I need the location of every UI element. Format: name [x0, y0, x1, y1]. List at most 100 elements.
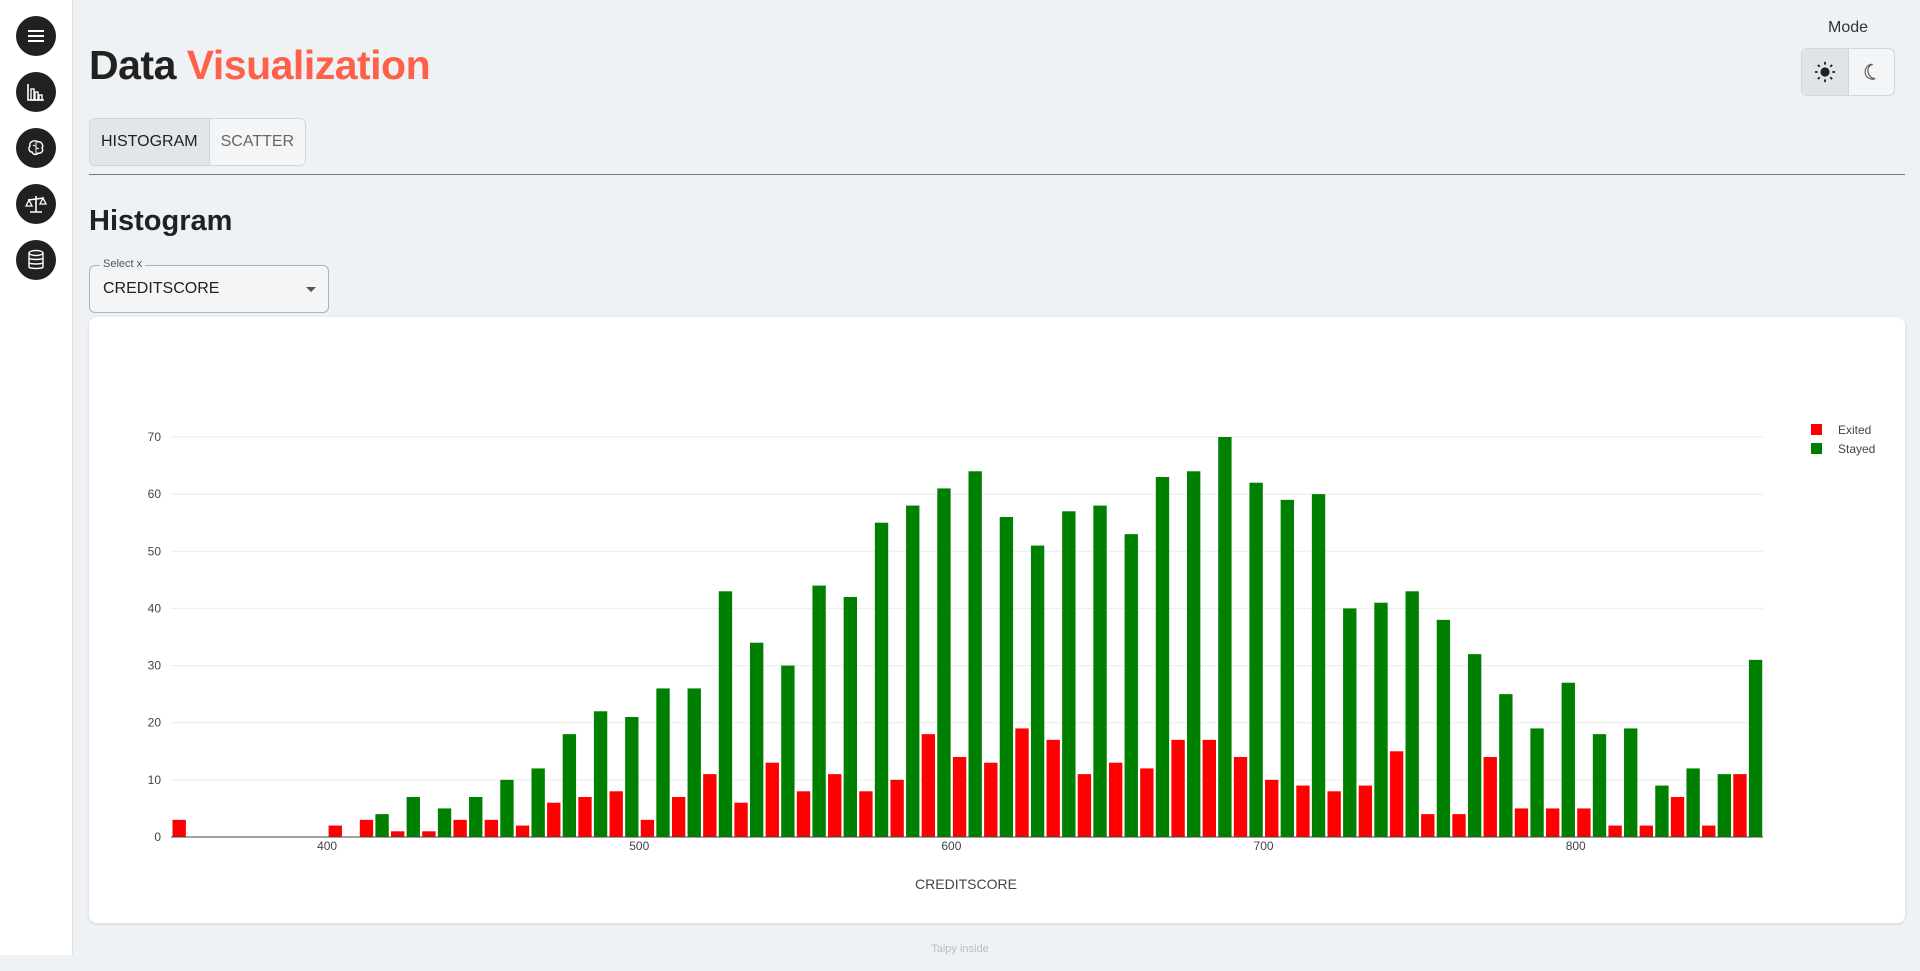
bar-stayed[interactable]: [906, 505, 920, 837]
bar-exited[interactable]: [609, 791, 623, 837]
sidebar-item-comparison[interactable]: [16, 184, 56, 224]
light-mode-button[interactable]: [1802, 49, 1849, 95]
sidebar-item-model[interactable]: [16, 128, 56, 168]
bar-stayed[interactable]: [1374, 602, 1388, 837]
bar-exited[interactable]: [328, 825, 342, 837]
bar-exited[interactable]: [391, 831, 405, 837]
menu-button[interactable]: [16, 16, 56, 56]
bar-exited[interactable]: [734, 802, 748, 837]
bar-stayed[interactable]: [937, 488, 951, 837]
bar-exited[interactable]: [422, 831, 436, 837]
bar-exited[interactable]: [1296, 785, 1310, 837]
bar-exited[interactable]: [1639, 825, 1653, 837]
bar-stayed[interactable]: [1093, 505, 1107, 837]
bar-exited[interactable]: [921, 734, 936, 837]
bar-exited[interactable]: [1171, 739, 1185, 837]
bar-exited[interactable]: [952, 757, 967, 837]
bar-stayed[interactable]: [437, 808, 452, 837]
bar-exited[interactable]: [1389, 751, 1404, 837]
bar-stayed[interactable]: [1030, 545, 1045, 837]
bar-stayed[interactable]: [593, 711, 608, 837]
bar-exited[interactable]: [1452, 814, 1466, 837]
bar-exited[interactable]: [484, 819, 499, 837]
bar-stayed[interactable]: [656, 688, 670, 837]
bar-stayed[interactable]: [1686, 768, 1700, 837]
bar-stayed[interactable]: [999, 517, 1014, 837]
bar-stayed[interactable]: [1405, 591, 1419, 837]
bar-exited[interactable]: [640, 819, 655, 837]
bar-stayed[interactable]: [781, 665, 795, 837]
bar-exited[interactable]: [671, 797, 686, 837]
bar-exited[interactable]: [515, 825, 530, 837]
bar-exited[interactable]: [1108, 762, 1123, 837]
bar-exited[interactable]: [547, 802, 561, 837]
bar-exited[interactable]: [1670, 797, 1685, 837]
bar-exited[interactable]: [796, 791, 811, 837]
histogram-chart[interactable]: 0 10 20 30 40 50 60 70 400 500 600 700 800 CREDITSCO…: [89, 317, 1905, 923]
bar-exited[interactable]: [359, 819, 374, 837]
bar-exited[interactable]: [765, 762, 779, 837]
dark-mode-button[interactable]: [1849, 49, 1895, 95]
bar-exited[interactable]: [1140, 768, 1154, 837]
bar-stayed[interactable]: [531, 768, 545, 837]
bar-stayed[interactable]: [968, 471, 982, 837]
bar-stayed[interactable]: [1467, 654, 1482, 837]
bar-stayed[interactable]: [469, 797, 483, 837]
bar-stayed[interactable]: [1717, 774, 1732, 837]
tab-histogram[interactable]: HISTOGRAM: [90, 119, 210, 165]
bar-exited[interactable]: [172, 819, 186, 837]
bar-stayed[interactable]: [1280, 499, 1295, 837]
bar-exited[interactable]: [1545, 808, 1560, 837]
bar-stayed[interactable]: [1499, 694, 1513, 837]
bar-exited[interactable]: [1608, 825, 1622, 837]
bar-stayed[interactable]: [1561, 682, 1575, 837]
bar-stayed[interactable]: [1343, 608, 1357, 837]
bar-stayed[interactable]: [1592, 734, 1607, 837]
bar-stayed[interactable]: [562, 734, 577, 837]
bar-exited[interactable]: [1421, 814, 1435, 837]
bar-exited[interactable]: [703, 774, 717, 837]
bar-stayed[interactable]: [687, 688, 701, 837]
bar-exited[interactable]: [1733, 774, 1747, 837]
sidebar-item-data-visualization[interactable]: [16, 72, 56, 112]
bar-stayed[interactable]: [500, 779, 514, 837]
bar-exited[interactable]: [828, 774, 842, 837]
bar-exited[interactable]: [1702, 825, 1716, 837]
bar-stayed[interactable]: [625, 717, 639, 837]
bar-exited[interactable]: [1077, 774, 1092, 837]
bar-exited[interactable]: [1265, 779, 1279, 837]
bar-stayed[interactable]: [1624, 728, 1638, 837]
bar-stayed[interactable]: [718, 591, 733, 837]
bar-exited[interactable]: [1358, 785, 1373, 837]
bar-exited[interactable]: [1202, 739, 1216, 837]
bar-exited[interactable]: [984, 762, 998, 837]
bar-exited[interactable]: [1514, 808, 1529, 837]
bar-stayed[interactable]: [1249, 482, 1263, 837]
bar-stayed[interactable]: [749, 642, 764, 837]
bar-stayed[interactable]: [874, 522, 889, 837]
bar-stayed[interactable]: [1530, 728, 1544, 837]
bar-stayed[interactable]: [1062, 511, 1076, 837]
bar-stayed[interactable]: [1655, 785, 1669, 837]
bar-exited[interactable]: [453, 819, 467, 837]
bar-stayed[interactable]: [843, 597, 857, 837]
bar-exited[interactable]: [1015, 728, 1029, 837]
bar-exited[interactable]: [859, 791, 873, 837]
sidebar-item-databases[interactable]: [16, 240, 56, 280]
bar-exited[interactable]: [578, 797, 592, 837]
bar-stayed[interactable]: [1124, 534, 1138, 837]
bar-exited[interactable]: [1233, 757, 1248, 837]
bar-stayed[interactable]: [1436, 619, 1451, 837]
bar-stayed[interactable]: [375, 814, 389, 837]
select-x-dropdown[interactable]: Select x CREDITSCORE: [89, 258, 329, 313]
bar-exited[interactable]: [1483, 757, 1497, 837]
bar-exited[interactable]: [1577, 808, 1591, 837]
tab-scatter[interactable]: SCATTER: [209, 119, 306, 165]
bar-stayed[interactable]: [812, 585, 826, 837]
legend[interactable]: Exited Stayed: [1811, 423, 1875, 456]
bar-stayed[interactable]: [1155, 477, 1170, 837]
bar-stayed[interactable]: [1311, 494, 1326, 837]
bar-stayed[interactable]: [1187, 471, 1201, 837]
bar-stayed[interactable]: [1748, 659, 1763, 837]
bar-stayed[interactable]: [406, 797, 420, 837]
